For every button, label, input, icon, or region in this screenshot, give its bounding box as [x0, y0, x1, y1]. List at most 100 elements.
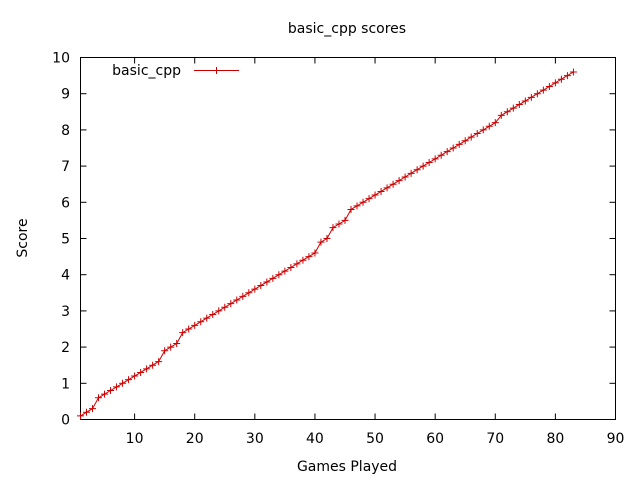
data-point: [161, 347, 169, 355]
y-tick-label: 5: [61, 232, 70, 248]
data-point: [491, 119, 499, 127]
data-point: [143, 365, 151, 373]
x-tick-label: 10: [126, 431, 144, 447]
data-point: [401, 173, 409, 181]
y-tick-label: 4: [61, 268, 70, 284]
data-point: [431, 155, 439, 163]
data-point: [101, 390, 109, 398]
data-point: [257, 282, 265, 290]
data-point: [251, 285, 259, 293]
series-layer: [77, 68, 577, 420]
data-point: [443, 148, 451, 156]
x-axis-label: Games Played: [297, 459, 397, 475]
data-point: [269, 274, 277, 282]
data-point: [227, 300, 235, 308]
data-point: [449, 144, 457, 152]
plot-area-frame: [80, 57, 616, 420]
x-tick-label: 70: [486, 431, 504, 447]
data-point: [551, 79, 559, 87]
data-point: [233, 296, 241, 304]
data-point: [83, 408, 91, 416]
x-tick-label: 50: [366, 431, 384, 447]
data-point: [305, 253, 313, 261]
x-tick-label: 30: [246, 431, 264, 447]
data-point: [137, 368, 145, 376]
series-line: [80, 71, 574, 417]
y-tick-label: 2: [61, 340, 70, 356]
data-point: [317, 238, 325, 246]
x-tick-label: 90: [607, 431, 625, 447]
data-point: [545, 82, 553, 90]
data-point: [167, 343, 175, 351]
y-tick-label: 0: [61, 413, 70, 429]
y-tick-label: 3: [61, 304, 70, 320]
data-point: [77, 412, 84, 420]
data-point: [185, 325, 193, 333]
data-point: [299, 256, 307, 264]
data-point: [281, 267, 289, 275]
data-point: [527, 93, 535, 101]
data-point: [287, 263, 295, 271]
data-point: [485, 122, 493, 130]
data-point: [107, 387, 115, 395]
y-tick-label: 7: [61, 159, 70, 175]
data-point: [209, 311, 217, 319]
data-point: [359, 198, 367, 206]
data-point: [371, 191, 379, 199]
data-point: [455, 140, 463, 148]
chart-title: basic_cpp scores: [288, 21, 406, 37]
data-point: [293, 260, 301, 268]
data-point: [89, 405, 97, 413]
data-point: [203, 314, 211, 322]
data-point: [155, 358, 163, 366]
data-point: [341, 216, 349, 224]
data-point: [437, 151, 445, 159]
x-tick-label: 80: [546, 431, 564, 447]
data-point: [119, 379, 127, 387]
data-point: [215, 307, 223, 315]
data-point: [113, 383, 121, 391]
x-tick-label: 40: [306, 431, 324, 447]
data-point: [539, 86, 547, 94]
data-point: [383, 184, 391, 192]
data-point: [533, 90, 541, 98]
data-point: [353, 202, 361, 210]
data-point: [497, 111, 505, 119]
y-tick-label: 10: [52, 51, 70, 67]
data-point: [419, 162, 427, 170]
data-point: [221, 303, 229, 311]
data-point: [239, 292, 247, 300]
data-point: [467, 133, 475, 141]
data-point: [275, 271, 283, 279]
data-point: [173, 339, 181, 347]
y-axis-label: Score: [15, 218, 31, 257]
data-point: [347, 206, 355, 214]
data-point: [395, 177, 403, 185]
data-point: [509, 104, 517, 112]
data-point: [407, 169, 415, 177]
y-tick-label: 8: [61, 123, 70, 139]
data-point: [413, 166, 421, 174]
data-point: [191, 321, 199, 329]
data-point: [365, 195, 373, 203]
data-point: [263, 278, 271, 286]
data-point: [563, 72, 571, 80]
data-point: [461, 137, 469, 145]
data-point: [125, 376, 133, 384]
x-tick-label: 20: [186, 431, 204, 447]
data-point: [377, 187, 385, 195]
data-point: [179, 329, 187, 337]
data-point: [329, 224, 337, 232]
data-point: [569, 68, 577, 76]
data-point: [131, 372, 139, 380]
data-point: [515, 101, 523, 109]
data-point: [557, 75, 565, 83]
data-point: [245, 289, 253, 297]
data-point: [335, 220, 343, 228]
data-point: [521, 97, 529, 105]
data-point: [473, 130, 481, 138]
data-point: [479, 126, 487, 134]
y-tick-label: 9: [61, 87, 70, 103]
